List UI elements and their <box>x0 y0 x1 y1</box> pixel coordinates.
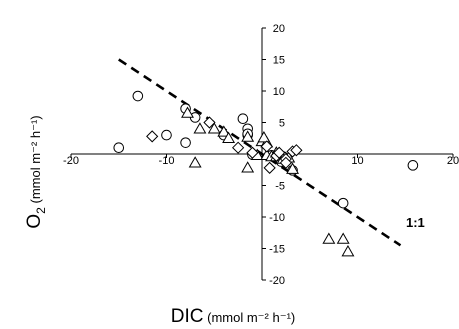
diamond-point <box>290 144 303 157</box>
triangle-point <box>217 125 231 137</box>
triangle-point <box>286 162 300 174</box>
one-to-one-reference-line <box>118 58 402 247</box>
circle-point <box>337 197 349 209</box>
x-label-units: (mmol m⁻² h⁻¹) <box>207 310 295 325</box>
triangle-point <box>207 122 221 134</box>
one-to-one-label: 1:1 <box>406 215 425 230</box>
y-tick-label: 20 <box>273 23 285 35</box>
x-tick-label: -10 <box>159 155 175 167</box>
y-label-sub: 2 <box>34 207 48 214</box>
diamond-point <box>246 146 259 159</box>
y-tick-label: -20 <box>269 275 285 287</box>
circle-point <box>113 142 125 153</box>
triangle-point <box>322 232 336 244</box>
diamond-point <box>263 161 276 174</box>
x-tick-label: 20 <box>447 155 459 167</box>
x-tick-label: -20 <box>63 155 79 167</box>
y-tick-label: 10 <box>273 86 285 98</box>
triangle-point <box>193 122 207 134</box>
diamond-point <box>232 141 245 154</box>
x-tick-label: 10 <box>351 155 363 167</box>
x-label-main: DIC <box>171 306 204 327</box>
y-ticks: -20 -15 -10 -5 5 10 15 20 <box>262 23 285 287</box>
triangle-point <box>341 245 355 257</box>
y-label-main: O <box>24 214 45 229</box>
y-tick-label: 15 <box>273 55 285 67</box>
y-tick-label: 5 <box>279 118 285 130</box>
x-axis-label: DIC (mmol m⁻² h⁻¹) <box>171 306 295 327</box>
diamond-point <box>260 140 273 153</box>
triangle-point <box>257 131 271 143</box>
circle-point <box>132 90 144 102</box>
triangle-point <box>241 130 255 142</box>
diamond-point <box>146 130 159 143</box>
y-tick-label: -5 <box>275 181 285 193</box>
y-label-units: (mmol m⁻² h⁻¹) <box>28 115 43 203</box>
circle-point <box>161 129 172 141</box>
diamond-point <box>279 156 292 169</box>
y-tick-label: -10 <box>269 212 285 224</box>
circle-point <box>180 137 191 148</box>
diamond-point <box>203 116 216 129</box>
diamond-point <box>273 146 286 159</box>
triangle-point <box>181 106 194 118</box>
y-axis-label: O2 (mmol m⁻² h⁻¹) <box>24 115 48 228</box>
data-points <box>113 90 419 257</box>
x-ticks: -20 -10 10 20 <box>63 154 459 167</box>
svg-text:O2 (mmol m⁻² h⁻¹): O2 (mmol m⁻² h⁻¹) <box>24 115 48 228</box>
circle-point <box>237 113 249 125</box>
triangle-point <box>336 232 350 244</box>
triangle-point <box>222 131 236 143</box>
triangle-point <box>188 156 202 168</box>
triangle-point <box>241 161 255 173</box>
circle-point <box>407 160 419 171</box>
y-tick-label: -15 <box>269 244 285 256</box>
